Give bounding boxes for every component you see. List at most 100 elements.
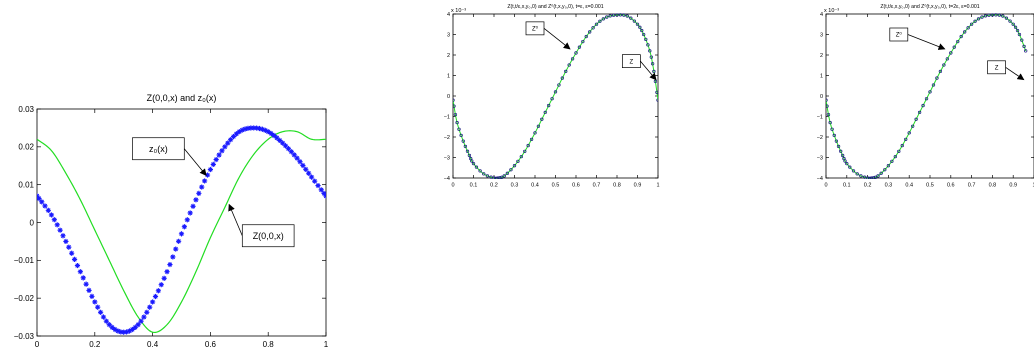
series-marker [63, 238, 69, 245]
series-line-1 [37, 130, 326, 334]
series-marker [204, 172, 211, 178]
y-tick-label: −1 [444, 114, 450, 120]
series-marker [471, 161, 476, 166]
x-tick-label: 0.9 [634, 183, 642, 189]
series-marker [482, 172, 486, 176]
series-marker [225, 140, 231, 146]
x-tick-label: 0.5 [552, 183, 560, 189]
plot-area [452, 13, 659, 179]
series-marker [126, 328, 133, 334]
series-marker [467, 153, 472, 158]
series-marker [648, 49, 652, 53]
series-marker [141, 314, 147, 320]
y-exponent-label: x 10⁻³ [824, 8, 839, 14]
series-marker [500, 175, 504, 179]
x-tick-label: 1 [1032, 183, 1034, 189]
x-tick-label: 0.2 [89, 340, 101, 349]
series-marker [271, 132, 277, 139]
series-marker [288, 149, 294, 155]
y-tick-label: 0.02 [18, 143, 34, 152]
series-marker [1011, 22, 1015, 26]
series-marker [210, 161, 216, 167]
series-marker [135, 322, 141, 328]
series-marker [826, 104, 829, 108]
series-marker [193, 197, 199, 203]
series-marker [285, 146, 292, 152]
series-marker [839, 149, 843, 153]
y-tick-label: 1 [447, 73, 450, 79]
series-marker [976, 17, 981, 21]
series-marker [591, 26, 595, 30]
series-marker [938, 69, 943, 74]
series-marker [560, 76, 564, 80]
x-tick-label: 0.5 [926, 183, 934, 189]
y-tick-label: −0.01 [14, 256, 35, 265]
series-marker [196, 190, 202, 196]
series-marker [890, 159, 894, 164]
series-marker [557, 83, 561, 87]
series-marker [931, 83, 936, 87]
series-marker [655, 90, 658, 95]
series-marker [1013, 25, 1018, 29]
chart-title: Z(t,t/ε,x,y₀,0) and Z⁰(t,x,y₀,0), t=2ε, … [880, 4, 979, 10]
series-marker [457, 127, 461, 131]
series-marker [37, 195, 42, 202]
series-marker [176, 238, 182, 244]
plot-marks [826, 13, 1028, 179]
series-marker [453, 104, 456, 108]
annotation-arrow [1005, 66, 1025, 81]
series-marker [656, 98, 658, 102]
series-marker [650, 62, 655, 66]
series-marker [202, 178, 208, 184]
series-marker [463, 144, 468, 149]
series-marker [1020, 38, 1024, 42]
x-tick-label: 0.8 [613, 183, 621, 189]
y-exponent-label: x 10⁻³ [451, 8, 466, 14]
series-marker [274, 135, 280, 141]
series-marker [181, 224, 187, 230]
series-marker [1022, 44, 1026, 49]
x-tick-label: 0.6 [947, 183, 955, 189]
series-marker [836, 144, 841, 149]
series-marker [843, 159, 847, 163]
series-marker [588, 30, 592, 34]
series-marker [54, 222, 60, 228]
series-marker [632, 19, 637, 23]
series-marker [164, 269, 170, 275]
series-marker [132, 324, 138, 330]
series-marker [280, 140, 286, 146]
series-marker [39, 199, 45, 205]
series-marker [129, 326, 135, 333]
y-tick-label: 4 [820, 12, 823, 18]
annotation-arrow [640, 60, 657, 81]
series-marker [158, 282, 164, 288]
y-tick-label: 0 [820, 94, 823, 100]
annotation-label: Z [995, 65, 999, 71]
series-marker [644, 37, 648, 42]
y-tick-label: 0 [447, 94, 450, 100]
x-tick-label: 0.1 [843, 183, 851, 189]
series-marker [646, 43, 650, 47]
series-marker [95, 304, 101, 310]
series-marker [312, 178, 318, 184]
series-marker [997, 13, 1001, 17]
chart-1: Z(0,0,x) and z₀(x) 0 0.2 0.4 0.6 0.8 1 −0.03 −0.… [14, 93, 329, 349]
series-marker [323, 193, 326, 199]
series-marker [845, 161, 849, 166]
series-marker [840, 153, 845, 158]
y-tick-label: −2 [444, 135, 450, 141]
series-marker [465, 149, 470, 153]
annotation-box [621, 54, 641, 69]
annotation-arrow [907, 34, 946, 50]
x-tick-label: 0.8 [989, 183, 997, 189]
series-line-1 [453, 14, 658, 179]
series-marker [512, 164, 517, 168]
series-marker [57, 227, 63, 233]
series-marker [828, 120, 832, 125]
annotation-label: Z(0,0,x) [253, 231, 284, 241]
series-marker [640, 28, 644, 33]
x-tick-label: 0.2 [864, 183, 872, 189]
series-marker [635, 22, 640, 26]
series-marker [103, 318, 109, 324]
